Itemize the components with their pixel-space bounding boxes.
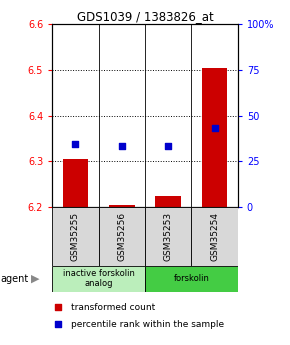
Bar [155, 197, 181, 207]
Text: GSM35254: GSM35254 [210, 212, 219, 261]
Bar [63, 159, 88, 207]
Text: GSM35256: GSM35256 [117, 212, 126, 261]
FancyBboxPatch shape [191, 207, 238, 266]
Text: inactive forskolin
analog: inactive forskolin analog [63, 269, 135, 288]
Bar [202, 68, 227, 207]
Point [166, 144, 171, 149]
Title: GDS1039 / 1383826_at: GDS1039 / 1383826_at [77, 10, 213, 23]
FancyBboxPatch shape [145, 266, 238, 292]
FancyBboxPatch shape [52, 266, 145, 292]
FancyBboxPatch shape [52, 207, 99, 266]
Point [55, 322, 60, 327]
Text: agent: agent [0, 274, 28, 284]
Text: percentile rank within the sample: percentile rank within the sample [71, 320, 224, 329]
Text: GSM35255: GSM35255 [71, 212, 80, 261]
Point [73, 141, 78, 147]
Text: forskolin: forskolin [173, 274, 209, 283]
Point [55, 304, 60, 310]
Text: ▶: ▶ [30, 274, 39, 284]
Text: GSM35253: GSM35253 [164, 212, 173, 261]
Bar [109, 205, 135, 207]
FancyBboxPatch shape [145, 207, 191, 266]
FancyBboxPatch shape [99, 207, 145, 266]
Point [212, 125, 217, 131]
Text: transformed count: transformed count [71, 303, 155, 312]
Point [119, 144, 124, 149]
